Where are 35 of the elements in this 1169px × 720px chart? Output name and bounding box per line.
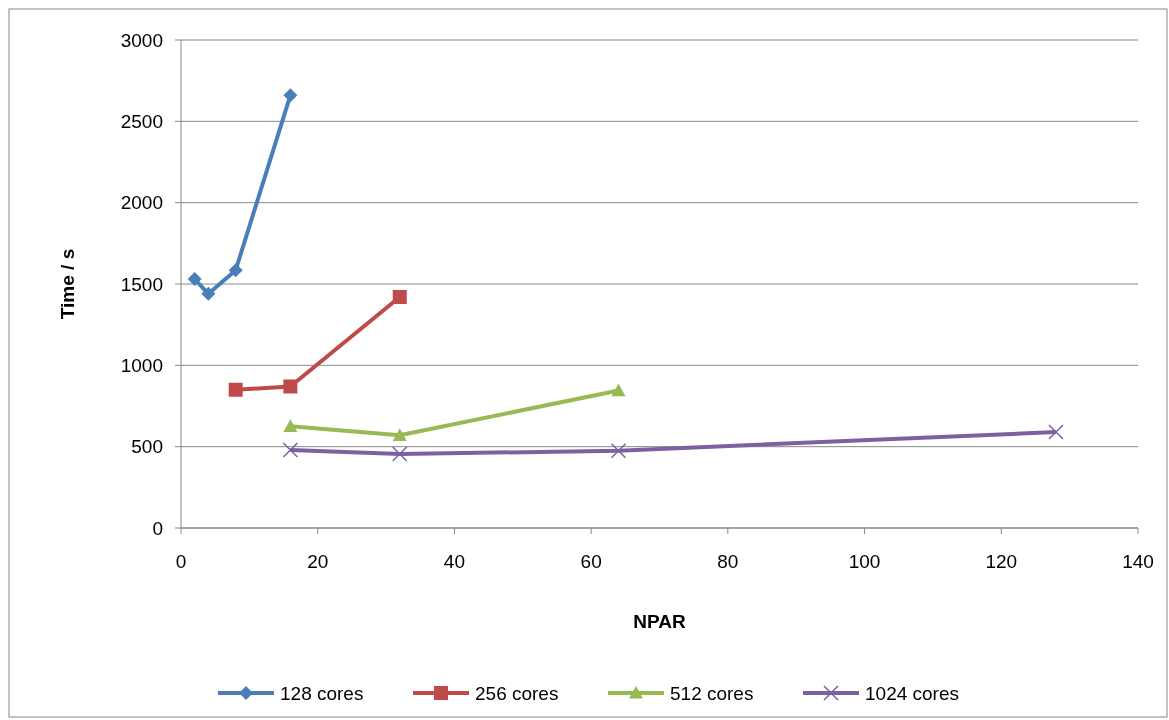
x-tick-label: 0 [175, 551, 187, 572]
x-tick-label: 120 [985, 551, 1018, 572]
point [283, 419, 298, 432]
x-tick-label: 40 [443, 551, 465, 572]
y-tick-label: 2500 [120, 110, 163, 132]
point [392, 290, 407, 305]
point [610, 442, 627, 459]
legend-label: 256 cores [475, 682, 559, 704]
x-tick-label: 140 [1122, 551, 1154, 572]
y-axis-title: Time / s [57, 248, 78, 320]
x-tick-label: 100 [848, 551, 881, 572]
point [282, 442, 299, 458]
point [283, 88, 298, 103]
x-tick-label: 20 [307, 551, 329, 572]
point [187, 272, 202, 287]
legend-label: 128 cores [280, 682, 364, 704]
point [228, 382, 243, 397]
legend-label: 1024 cores [865, 682, 960, 704]
x-axis-title: NPAR [633, 611, 686, 632]
x-tick-label: 60 [580, 551, 602, 572]
y-tick-label: 500 [131, 436, 163, 458]
point [391, 446, 408, 462]
x-tick-label: 80 [717, 551, 739, 572]
y-tick-label: 3000 [120, 29, 163, 51]
legend-label: 512 cores [670, 682, 754, 704]
point [611, 383, 626, 397]
point [283, 379, 298, 394]
y-tick-label: 2000 [120, 192, 163, 214]
point [201, 286, 216, 301]
point [1048, 424, 1064, 440]
y-tick-label: 1500 [120, 273, 163, 295]
y-tick-label: 1000 [120, 354, 163, 376]
point [228, 263, 243, 278]
point [392, 428, 407, 441]
y-tick-label: 0 [152, 517, 163, 539]
